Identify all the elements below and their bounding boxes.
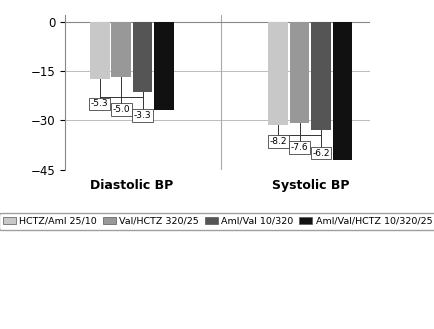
- Bar: [90, 22, 109, 79]
- Text: -5.3: -5.3: [91, 99, 108, 108]
- Text: -8.2: -8.2: [269, 137, 286, 146]
- Bar: [332, 22, 352, 160]
- Text: -7.6: -7.6: [290, 143, 308, 152]
- Bar: [111, 22, 131, 77]
- Bar: [268, 22, 287, 125]
- Legend: HCTZ/Aml 25/10, Val/HCTZ 320/25, Aml/Val 10/320, Aml/Val/HCTZ 10/320/25: HCTZ/Aml 25/10, Val/HCTZ 320/25, Aml/Val…: [0, 213, 434, 230]
- Bar: [154, 22, 174, 110]
- Text: -5.0: -5.0: [112, 105, 130, 114]
- Bar: [289, 22, 309, 123]
- Bar: [310, 22, 330, 130]
- Bar: [132, 22, 152, 92]
- Text: -6.2: -6.2: [312, 149, 329, 158]
- Text: -3.3: -3.3: [133, 111, 151, 120]
